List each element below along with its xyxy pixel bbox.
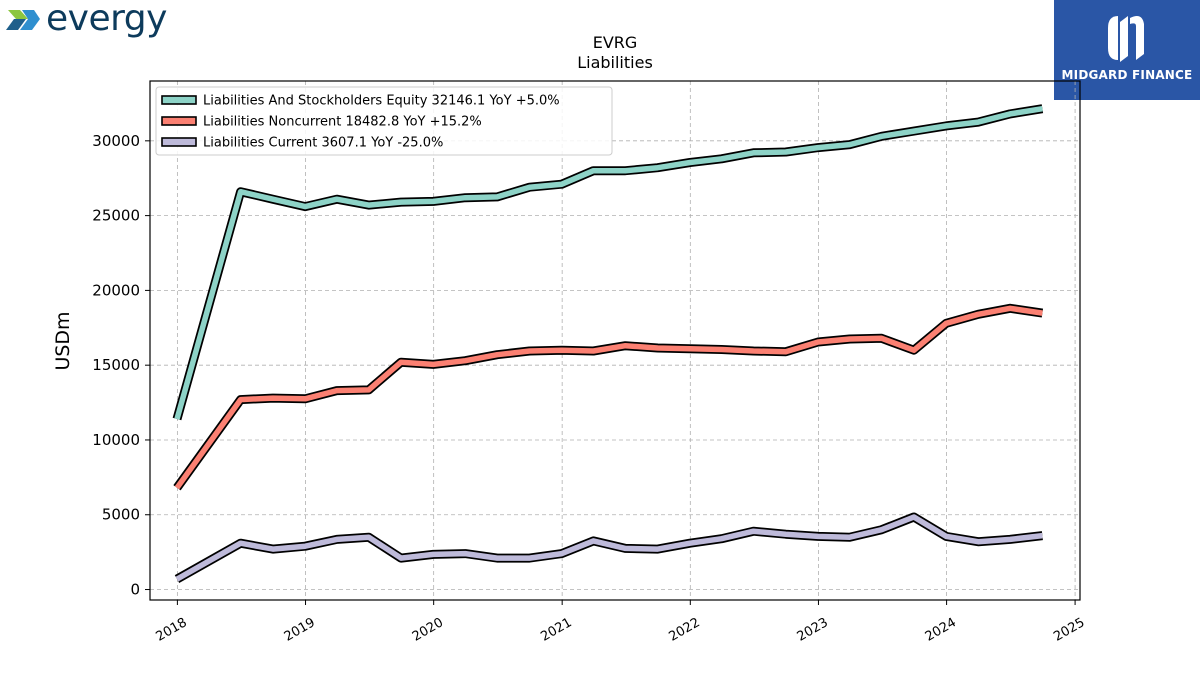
y-tick-label: 5000: [102, 506, 140, 524]
y-tick-label: 20000: [92, 281, 140, 299]
legend-label: Liabilities Noncurrent 18482.8 YoY +15.2…: [203, 115, 482, 130]
legend-swatch: [161, 116, 197, 126]
y-tick-label: 25000: [92, 207, 140, 225]
x-tick-label: 2023: [795, 615, 831, 645]
y-tick-label: 0: [130, 581, 140, 599]
x-tick-label: 2019: [282, 615, 318, 645]
y-tick-label: 30000: [92, 132, 140, 150]
y-tick-label: 15000: [92, 356, 140, 374]
legend: Liabilities And Stockholders Equity 3214…: [155, 86, 613, 156]
y-axis-label: USDm: [52, 311, 74, 370]
x-tick-label: 2024: [923, 615, 959, 645]
series-line: [174, 305, 1043, 490]
midgard-emblem-icon: [1108, 16, 1144, 62]
y-tick-label: 10000: [92, 431, 140, 449]
x-tick-label: 2021: [538, 615, 574, 645]
legend-swatch: [161, 137, 197, 147]
x-tick-label: 2020: [410, 615, 446, 645]
chart-subtitle: Liabilities: [577, 53, 653, 72]
evergy-chevron-icon: [6, 10, 40, 30]
evergy-wordmark: evergy: [46, 0, 167, 39]
y-axis: 0 5000 10000 15000 20000 25000 30000: [92, 132, 150, 599]
midgard-brand-text: MIDGARD FINANCE: [1061, 68, 1193, 82]
legend-box: [155, 86, 613, 156]
evergy-logo: evergy: [6, 0, 191, 42]
x-tick-label: 2022: [666, 615, 702, 645]
series-line: [175, 514, 1043, 582]
legend-label: Liabilities And Stockholders Equity 3214…: [203, 94, 560, 109]
series-line: [174, 105, 1043, 420]
plot-frame: [149, 80, 1081, 601]
legend-label: Liabilities Current 3607.1 YoY -25.0%: [203, 136, 443, 151]
midgard-finance-logo: MIDGARD FINANCE: [1054, 0, 1200, 100]
legend-swatch: [161, 95, 197, 105]
x-axis: 2018 2019 2020 2021 2022 2023 2024 2025: [154, 600, 1087, 645]
series-layer: [172, 104, 1044, 584]
chart-title: EVRG: [593, 33, 638, 52]
x-tick-label: 2018: [154, 615, 190, 645]
x-tick-label: 2025: [1051, 615, 1087, 645]
grid: [150, 81, 1080, 600]
